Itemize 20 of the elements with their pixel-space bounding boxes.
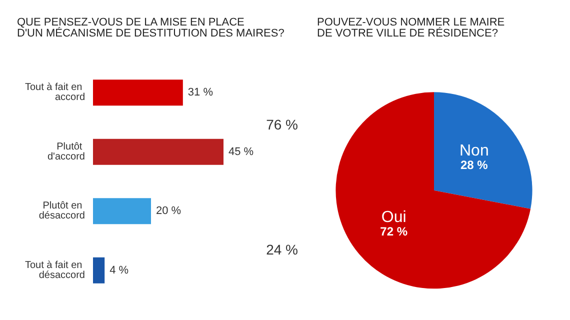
y-tick-label: Plutôt en désaccord xyxy=(38,200,85,222)
data-label: 45 % xyxy=(228,146,254,158)
slice-label: Oui xyxy=(381,209,406,226)
data-label: 20 % xyxy=(156,205,182,218)
bar xyxy=(93,80,183,106)
data-label: 72 % xyxy=(380,224,408,239)
text: 76 % xyxy=(266,116,298,132)
chart-title: QUE PENSEZ-VOUS DE LA MISE EN PLACE D'UN MÉCANISME DE DESTITUTION DES MAIRES? xyxy=(17,16,284,40)
data-label: 31 % xyxy=(188,86,214,99)
bar xyxy=(93,138,224,165)
bar xyxy=(93,257,105,284)
text: 24 % xyxy=(266,242,298,258)
y-tick-label: Plutôt d'accord xyxy=(48,141,85,162)
chart-title: POUVEZ-VOUS NOMMER LE MAIRE DE VOTRE VILLE DE RÉSIDENCE? xyxy=(317,16,505,40)
y-tick-label: Tout à fait en accord xyxy=(24,82,85,104)
data-label: 4 % xyxy=(110,264,129,276)
data-label: 28 % xyxy=(460,158,488,172)
y-tick-label: Tout à fait en désaccord xyxy=(24,260,85,281)
bar xyxy=(93,198,151,224)
slice-label: Non xyxy=(459,142,489,160)
